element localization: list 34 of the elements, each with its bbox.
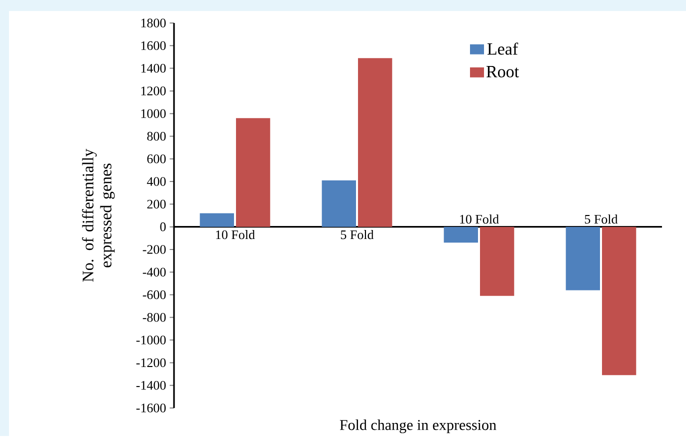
y-tick-label: 1400 xyxy=(141,64,166,73)
bar xyxy=(358,58,392,228)
y-tick-label: 800 xyxy=(147,132,166,141)
y-tick-label: 1600 xyxy=(141,42,166,50)
x-tick-label: 10 Fold xyxy=(216,230,255,240)
bar xyxy=(602,227,636,376)
y-tick-label: 400 xyxy=(146,177,166,186)
bar xyxy=(566,227,600,290)
y-tick-label: -1600 xyxy=(136,404,166,413)
y-tick-label: 1200 xyxy=(141,86,166,96)
bar xyxy=(236,118,270,228)
y-tick-label: 200 xyxy=(147,200,166,209)
bar xyxy=(322,180,356,228)
y-tick-label: -800 xyxy=(142,313,166,322)
legend-label: Leaf xyxy=(487,42,518,55)
y-tick-label: -600 xyxy=(142,290,166,300)
legend-label: Root xyxy=(486,66,519,78)
x-axis-title: Fold change in expression xyxy=(340,420,496,434)
y-tick-label: -200 xyxy=(142,245,166,254)
y-tick-label: 600 xyxy=(147,154,166,164)
x-tick-label: 10 Fold xyxy=(460,214,499,224)
bar xyxy=(444,227,478,243)
x-tick-label: 5 Fold xyxy=(584,214,618,224)
bar xyxy=(480,227,514,296)
bar xyxy=(200,213,234,228)
y-tick-label: 1800 xyxy=(141,18,166,28)
y-tick-label: 1000 xyxy=(141,109,166,118)
y-axis-title: No. of differentially expressed genes xyxy=(82,149,115,282)
y-tick-label: -1400 xyxy=(136,381,166,390)
y-tick-label: 0 xyxy=(160,222,166,232)
x-tick-label: 5 Fold xyxy=(340,230,374,240)
y-tick-label: -1200 xyxy=(136,358,166,368)
y-tick-label: -1000 xyxy=(136,336,166,345)
y-tick-label: -400 xyxy=(142,268,166,277)
